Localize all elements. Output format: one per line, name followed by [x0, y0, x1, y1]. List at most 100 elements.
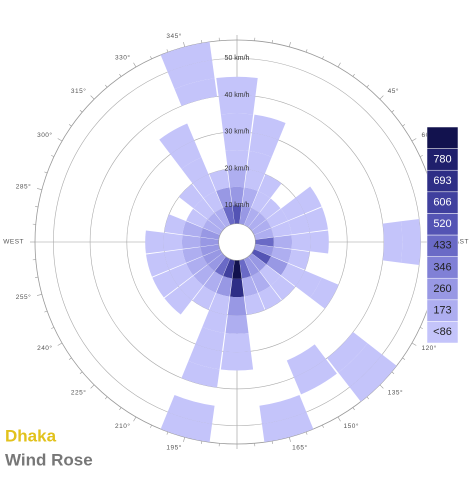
- outer-tick: [69, 124, 71, 126]
- outer-tick: [91, 385, 95, 389]
- outer-tick: [119, 407, 121, 409]
- direction-label: 315°: [71, 87, 86, 95]
- outer-tick: [134, 63, 137, 67]
- outer-tick: [37, 294, 42, 295]
- direction-label: 285°: [16, 183, 31, 191]
- outer-tick: [338, 63, 341, 67]
- ring-label: 30 km/h: [225, 129, 250, 136]
- outer-tick: [289, 437, 290, 442]
- chart-subtitle: Wind Rose: [5, 450, 93, 469]
- colorbar-label: 606: [433, 197, 451, 209]
- ring-label: 40 km/h: [225, 92, 250, 99]
- direction-label: 255°: [16, 293, 31, 301]
- direction-label: 225°: [71, 388, 86, 396]
- outer-tick: [51, 327, 54, 328]
- outer-tick: [44, 311, 47, 312]
- outer-tick: [402, 124, 404, 126]
- direction-label: 45°: [388, 87, 399, 95]
- outer-tick: [322, 425, 323, 428]
- direction-label: 165°: [292, 443, 307, 451]
- outer-tick: [105, 397, 107, 399]
- colorbar-label: 346: [433, 261, 451, 273]
- colorbar-label: 780: [433, 153, 451, 165]
- wind-cell: [383, 221, 403, 262]
- colorbar-label: 260: [433, 283, 451, 295]
- wind-cell: [292, 233, 311, 251]
- wind-cell: [310, 230, 329, 253]
- outer-tick: [306, 432, 307, 435]
- direction-label: WEST: [3, 239, 24, 246]
- outer-tick: [80, 372, 82, 374]
- outer-tick: [272, 40, 273, 43]
- wind-cell: [230, 278, 244, 297]
- ring-label: 20 km/h: [225, 165, 250, 172]
- wind-cell: [164, 233, 183, 251]
- outer-tick: [119, 74, 121, 76]
- outer-tick: [306, 49, 307, 52]
- outer-tick: [392, 110, 394, 112]
- outer-tick: [35, 206, 38, 207]
- outer-tick: [150, 56, 151, 59]
- chart-title: Dhaka: [5, 426, 57, 445]
- outer-tick: [402, 358, 404, 360]
- outer-tick: [69, 358, 71, 360]
- outer-tick: [367, 397, 369, 399]
- direction-label: 120°: [421, 344, 436, 352]
- outer-tick: [353, 407, 355, 409]
- wind-cell: [145, 230, 164, 253]
- outer-tick: [201, 40, 202, 43]
- outer-tick: [420, 155, 423, 156]
- outer-tick: [272, 441, 273, 444]
- outer-tick: [367, 85, 369, 87]
- outer-tick: [35, 277, 38, 278]
- direction-label: 195°: [166, 443, 181, 451]
- outer-tick: [412, 343, 416, 346]
- direction-label: 150°: [344, 422, 359, 430]
- colorbar-label: 520: [433, 218, 451, 230]
- outer-tick: [80, 110, 82, 112]
- wind-cell: [164, 214, 186, 234]
- direction-label: 210°: [115, 422, 130, 430]
- direction-label: 135°: [388, 388, 403, 396]
- outer-tick: [150, 425, 151, 428]
- outer-tick: [51, 155, 54, 156]
- center-hole: [219, 224, 256, 261]
- outer-tick: [58, 139, 62, 142]
- outer-tick: [353, 74, 355, 76]
- ring-label: 50 km/h: [225, 55, 250, 62]
- direction-label: 300°: [37, 131, 52, 139]
- direction-label: 330°: [115, 53, 130, 61]
- colorbar-label: 433: [433, 240, 451, 252]
- outer-tick: [105, 85, 107, 87]
- outer-tick: [289, 42, 290, 47]
- outer-tick: [322, 56, 323, 59]
- outer-tick: [201, 441, 202, 444]
- colorbar-label: 693: [433, 175, 451, 187]
- outer-tick: [134, 417, 137, 421]
- wind-cell: [182, 235, 201, 249]
- outer-tick: [380, 385, 384, 389]
- outer-tick: [338, 417, 341, 421]
- outer-tick: [183, 42, 184, 47]
- direction-label: 345°: [166, 32, 181, 40]
- colorbar-label: 173: [433, 305, 451, 317]
- outer-tick: [91, 96, 95, 100]
- outer-tick: [167, 432, 168, 435]
- wind-cell: [221, 351, 253, 370]
- ring-label: 10 km/h: [225, 202, 250, 209]
- wind-cell: [223, 333, 251, 352]
- outer-tick: [44, 172, 47, 173]
- wind-cell: [228, 297, 246, 316]
- wind-cell: [225, 315, 248, 334]
- outer-tick: [167, 49, 168, 52]
- wind-cell: [401, 219, 421, 265]
- outer-tick: [58, 343, 62, 346]
- outer-tick: [420, 327, 423, 328]
- outer-tick: [412, 139, 416, 142]
- colorbar-cell: [427, 127, 458, 149]
- wind-cell: [273, 235, 292, 249]
- outer-tick: [392, 372, 394, 374]
- outer-tick: [37, 188, 42, 189]
- outer-tick: [380, 96, 384, 100]
